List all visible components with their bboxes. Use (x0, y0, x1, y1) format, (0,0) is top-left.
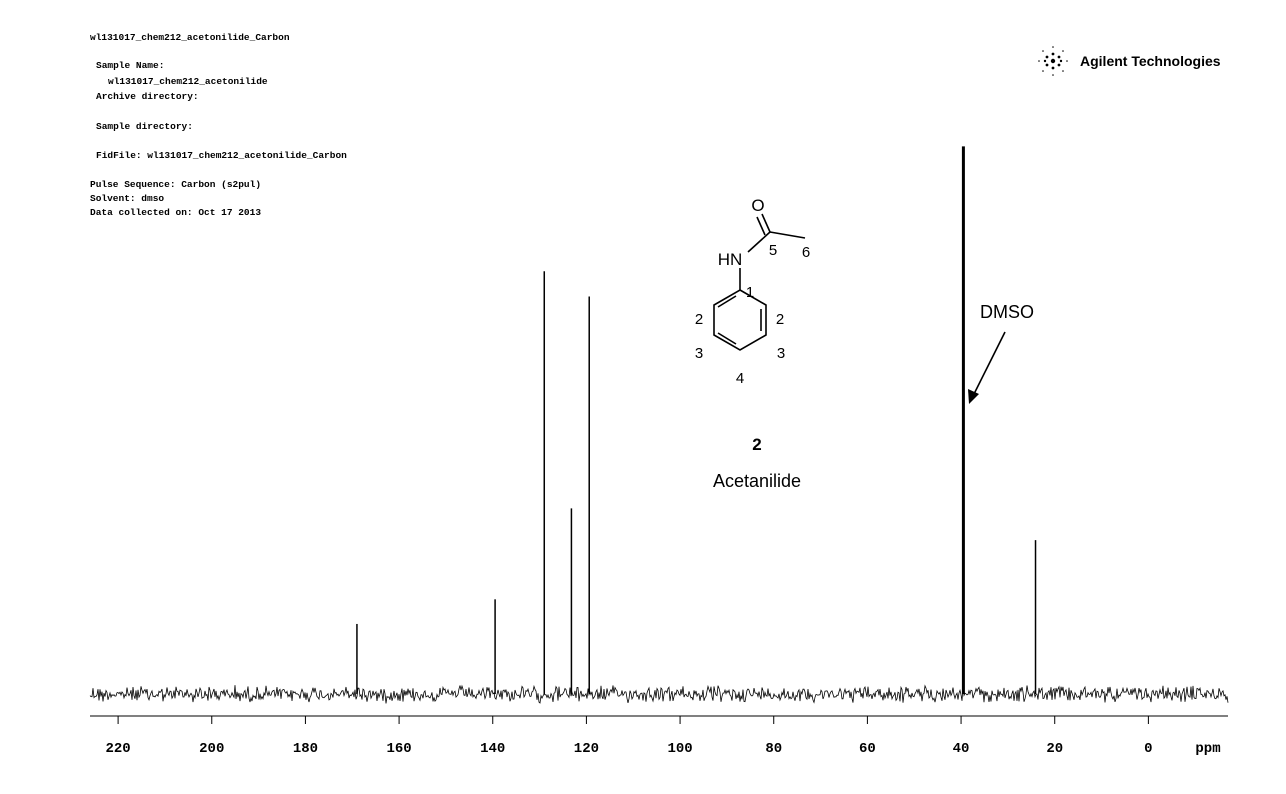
logo: Agilent Technologies (1038, 46, 1221, 76)
x-tick-label: 160 (386, 741, 411, 757)
atom-number: 3 (695, 345, 703, 362)
atom-label: HN (718, 250, 743, 269)
atom-number: 5 (769, 242, 777, 259)
header-line: Data collected on: Oct 17 2013 (90, 207, 261, 218)
x-tick-label: 140 (480, 741, 505, 757)
baseline-noise (89, 684, 1229, 704)
compound-number: 2 (752, 435, 761, 454)
x-tick-label: 180 (293, 741, 318, 757)
atom-number: 1 (746, 284, 754, 301)
annotation-arrow (968, 331, 1006, 404)
atom-number: 6 (802, 244, 810, 261)
x-tick-label: 20 (1046, 741, 1063, 757)
header-line: Sample Name: (96, 60, 164, 71)
header: wl131017_chem212_acetonilide_Carbon Samp… (90, 32, 347, 218)
structure-labels: O HN 5 6 1 2 2 3 3 4 2 Acetanilide (695, 196, 810, 491)
header-line: Archive directory: (96, 91, 199, 102)
header-line: Sample directory: (96, 121, 193, 132)
header-line: Pulse Sequence: Carbon (s2pul) (90, 179, 261, 190)
x-tick-label: 40 (953, 741, 970, 757)
header-line: wl131017_chem212_acetonilide (108, 76, 268, 87)
x-axis-label: ppm (1195, 741, 1220, 757)
header-line: wl131017_chem212_acetonilide_Carbon (90, 32, 290, 43)
atom-number: 4 (736, 370, 744, 387)
x-tick-label: 100 (667, 741, 692, 757)
x-tick-label: 220 (105, 741, 130, 757)
atom-number: 2 (695, 311, 703, 328)
structure (713, 213, 806, 351)
logo-text: Agilent Technologies (1080, 53, 1221, 69)
compound-name: Acetanilide (713, 471, 801, 491)
x-tick-label: 80 (765, 741, 782, 757)
plot: 220 200 180 160 140 120 100 80 60 40 20 0 ppm (89, 146, 1229, 757)
header-line: FidFile: wl131017_chem212_acetonilide_Ca… (96, 150, 347, 161)
atom-label: O (751, 196, 764, 215)
x-tick-label: 120 (574, 741, 599, 757)
atom-number: 2 (776, 311, 784, 328)
header-line: Solvent: dmso (90, 193, 164, 204)
x-tick-label: 200 (199, 741, 224, 757)
x-tick-label: 0 (1144, 741, 1152, 757)
logo-mark (1038, 46, 1068, 76)
annotation: DMSO (980, 302, 1034, 322)
atom-number: 3 (777, 345, 785, 362)
x-tick-label: 60 (859, 741, 876, 757)
